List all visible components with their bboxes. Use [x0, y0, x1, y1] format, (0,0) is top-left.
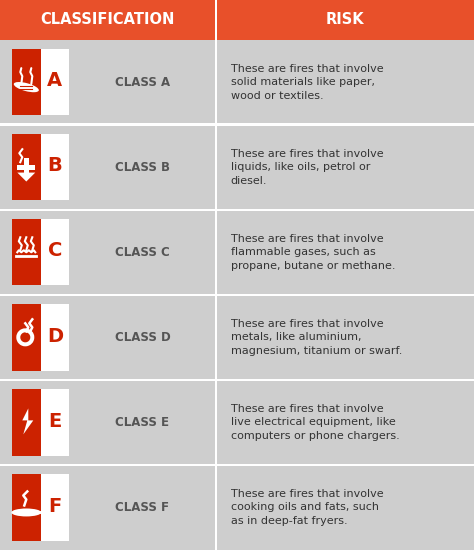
Text: RISK: RISK — [326, 12, 364, 28]
Bar — [0, 208, 474, 211]
Bar — [0, 378, 474, 381]
Bar — [12, 304, 69, 371]
Bar — [12, 134, 69, 200]
Text: CLASS B: CLASS B — [115, 161, 170, 174]
Text: These are fires that involve
flammable gases, such as
propane, butane or methane: These are fires that involve flammable g… — [231, 234, 395, 271]
Polygon shape — [22, 409, 33, 434]
Bar — [41, 304, 69, 371]
Bar — [0, 464, 474, 466]
Text: CLASSIFICATION: CLASSIFICATION — [41, 12, 175, 28]
Text: D: D — [47, 327, 63, 345]
Ellipse shape — [14, 82, 39, 92]
Text: CLASS A: CLASS A — [115, 76, 170, 89]
Bar — [215, 40, 217, 125]
Bar — [41, 219, 69, 285]
Text: F: F — [48, 497, 62, 516]
Text: CLASS E: CLASS E — [116, 416, 169, 429]
Text: B: B — [47, 156, 62, 175]
Bar — [215, 465, 217, 550]
Bar — [215, 125, 217, 210]
Text: These are fires that involve
metals, like aluminium,
magnesium, titanium or swar: These are fires that involve metals, lik… — [231, 319, 402, 356]
Bar — [12, 389, 69, 455]
Bar — [0, 294, 474, 296]
Bar — [0, 123, 474, 126]
Bar — [215, 0, 217, 40]
Text: CLASS C: CLASS C — [115, 246, 170, 258]
Text: These are fires that involve
liquids, like oils, petrol or
diesel.: These are fires that involve liquids, li… — [231, 148, 383, 186]
Bar — [18, 164, 35, 170]
Text: A: A — [47, 72, 63, 90]
Text: These are fires that involve
live electrical equipment, like
computers or phone : These are fires that involve live electr… — [231, 404, 400, 441]
Text: C: C — [48, 241, 62, 261]
Bar — [12, 219, 69, 285]
Bar — [41, 474, 69, 541]
Text: CLASS D: CLASS D — [115, 331, 170, 344]
Text: These are fires that involve
cooking oils and fats, such
as in deep-fat fryers.: These are fires that involve cooking oil… — [231, 489, 383, 526]
Bar — [12, 49, 69, 116]
Polygon shape — [18, 173, 35, 182]
Bar — [0, 0, 474, 40]
Bar — [41, 389, 69, 455]
Bar — [12, 474, 69, 541]
Bar — [41, 134, 69, 200]
Bar — [215, 295, 217, 380]
Bar — [215, 210, 217, 295]
Text: CLASS F: CLASS F — [116, 501, 169, 514]
Bar — [24, 158, 29, 176]
Bar — [41, 49, 69, 116]
Text: These are fires that involve
solid materials like paper,
wood or textiles.: These are fires that involve solid mater… — [231, 64, 383, 101]
Bar — [215, 380, 217, 465]
Text: E: E — [48, 411, 62, 431]
Ellipse shape — [11, 509, 41, 516]
